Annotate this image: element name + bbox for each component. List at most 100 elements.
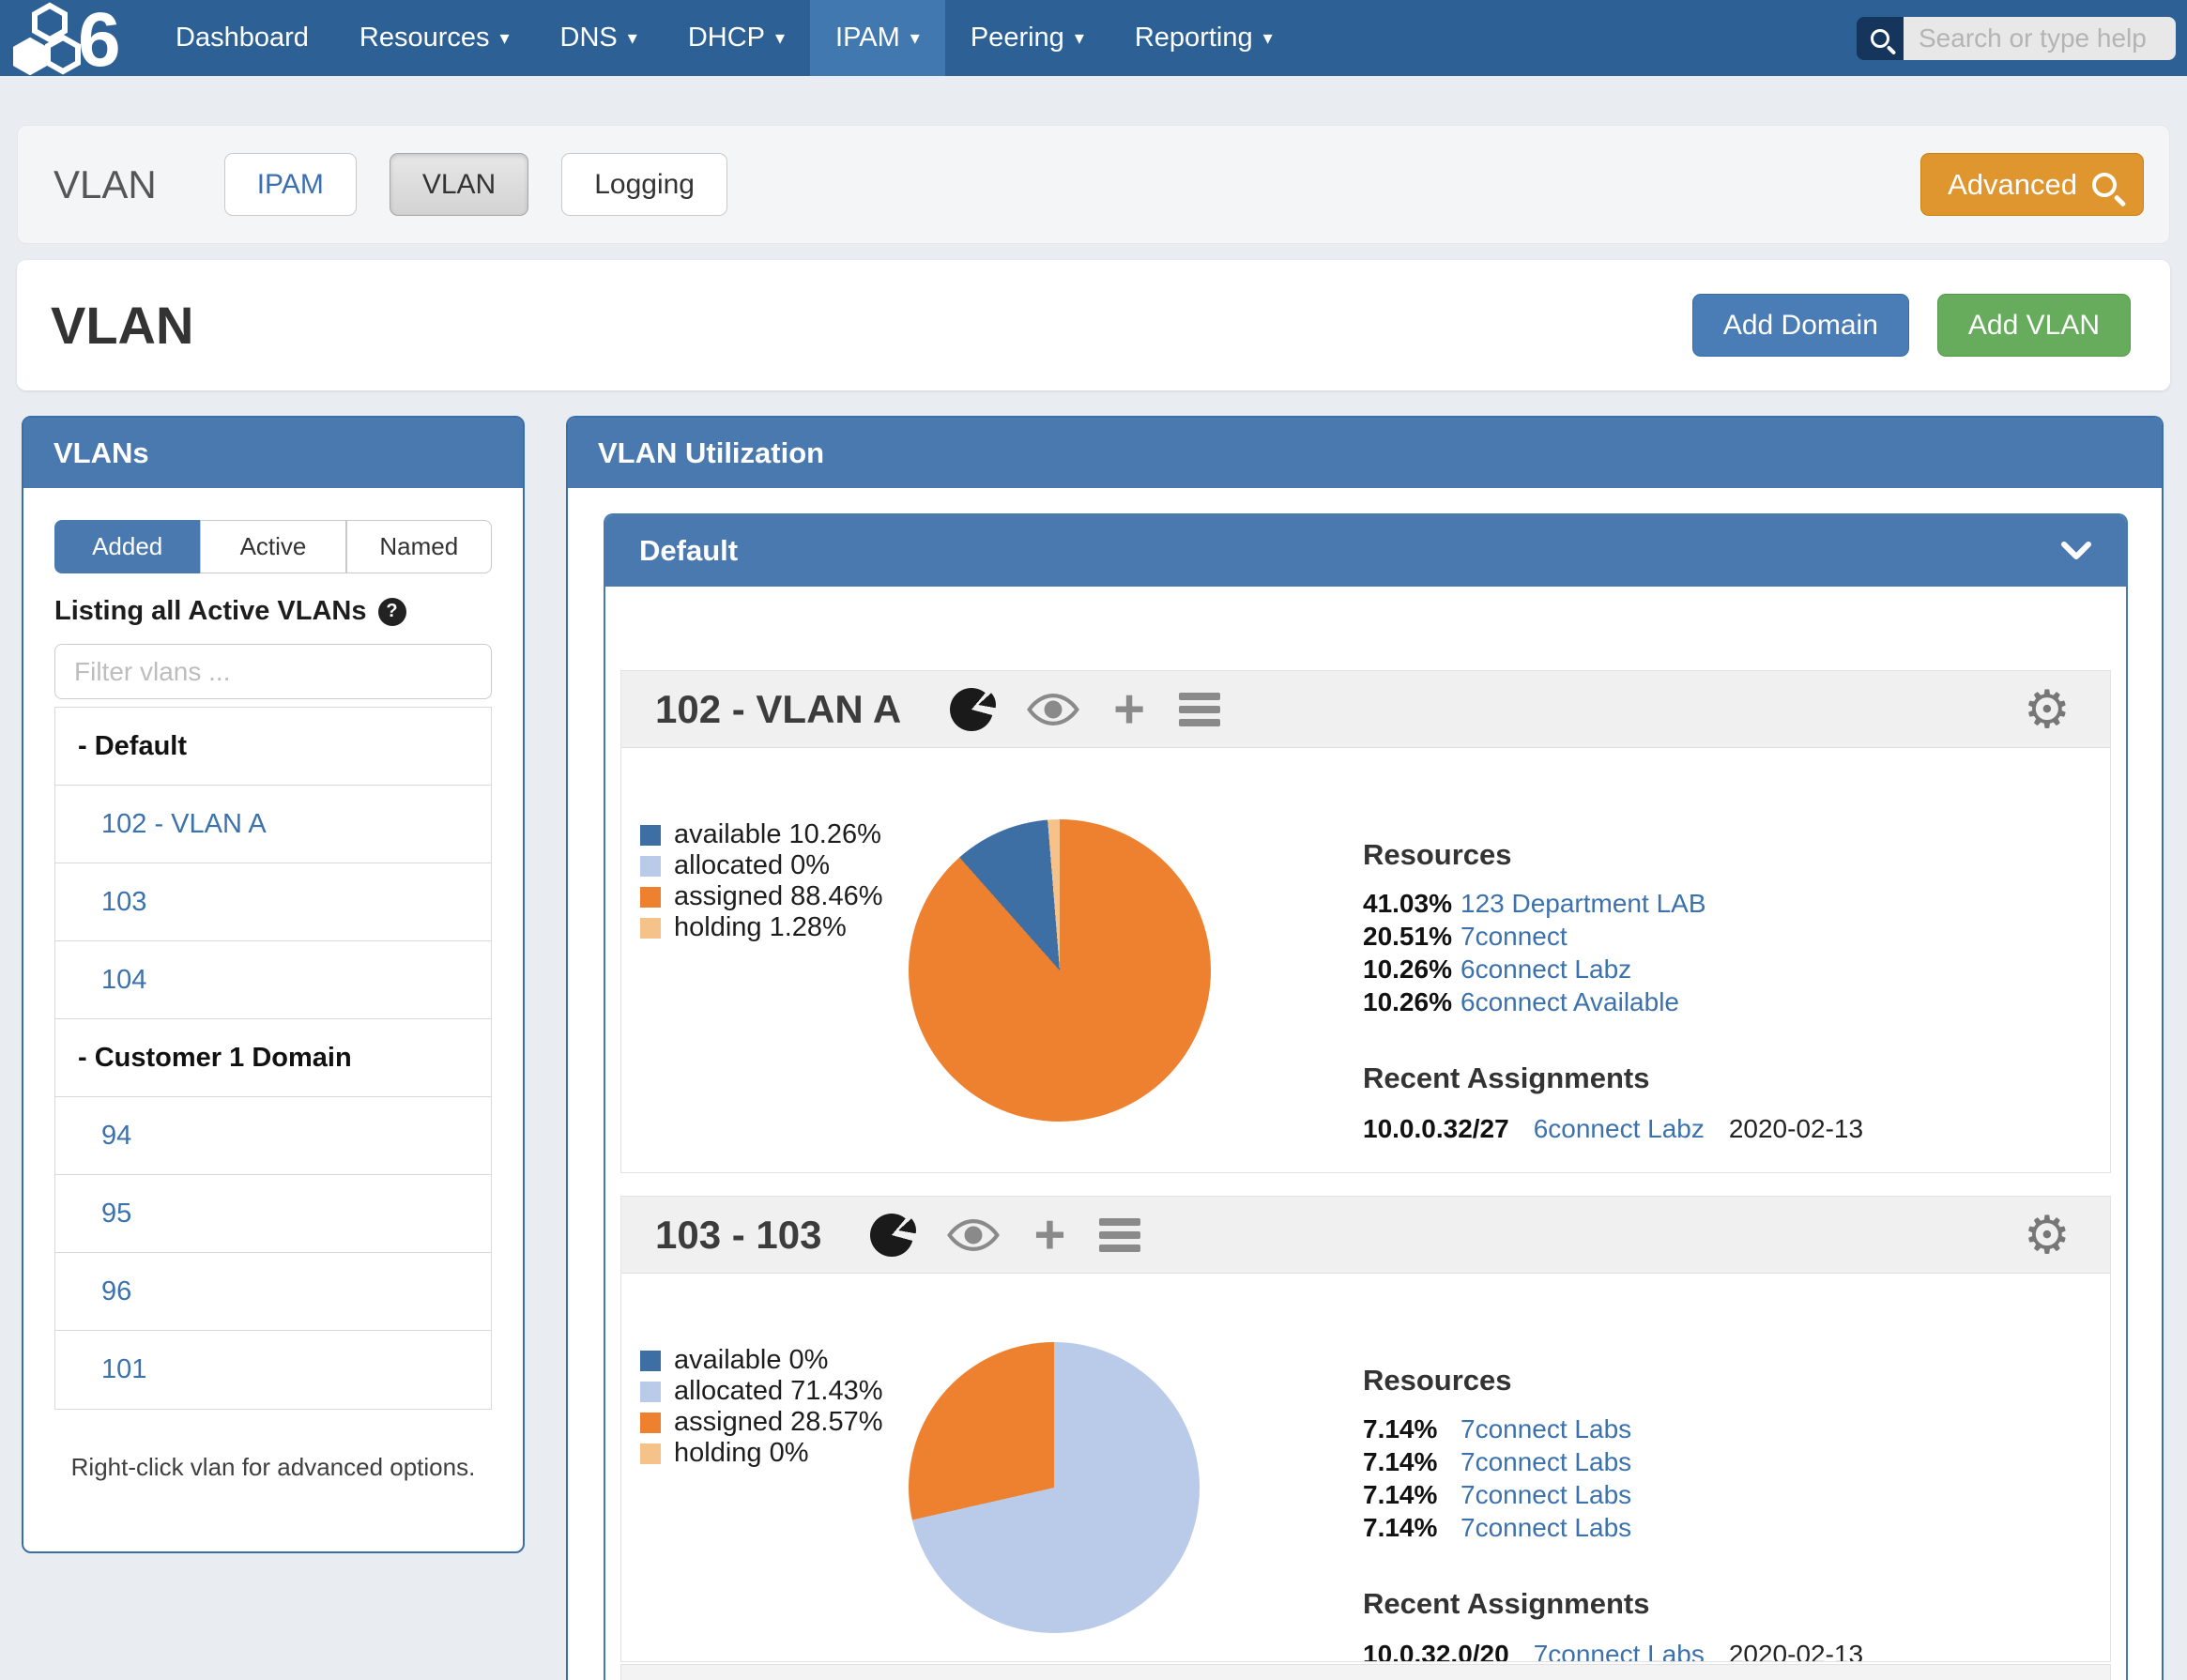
menu-icon[interactable] [1099,1217,1141,1252]
plus-icon[interactable]: + [1113,678,1146,740]
resource-row: 10.26% 6connect Available [1363,987,1679,1016]
nav-menu: Dashboard Resources ▾ DNS ▾ DHCP ▾ IPAM … [150,0,1298,76]
next-card-partial [620,1664,2111,1680]
6connect-logo[interactable]: 6 [0,0,150,76]
gear-icon[interactable]: ⚙ [2023,1204,2071,1264]
tab-ipam[interactable]: IPAM [223,153,357,216]
help-icon[interactable]: ? [377,597,406,626]
legend-row: available 10.26% [640,819,883,850]
section-toolbar: VLAN IPAM VLAN Logging Advanced [17,125,2170,244]
global-search [1857,16,2176,60]
page-header-card: VLAN Add Domain Add VLAN [17,260,2170,390]
nav-item-resources[interactable]: Resources ▾ [359,23,510,53]
recent-assignment-row: 10.0.32.0/20 7connect Labs 2020-02-13 [1363,1640,2082,1662]
section-tabs: IPAM VLAN Logging [223,153,727,216]
resource-link[interactable]: 7connect Labs [1461,1447,1632,1476]
add-vlan-button[interactable]: Add VLAN [1936,294,2131,357]
vlan-list: - Default 102 - VLAN A 103 104 - Custome… [54,707,492,1410]
advanced-search-button[interactable]: Advanced [1920,153,2144,216]
resource-link[interactable]: 6connect Labz [1533,1114,1705,1143]
resource-link[interactable]: 7connect Labs [1533,1640,1705,1662]
utilization-pie-chart [909,1342,1200,1633]
svg-text:6: 6 [78,2,121,75]
search-input[interactable] [1904,16,2176,60]
eye-icon[interactable] [947,1218,1001,1252]
tab-logging[interactable]: Logging [561,153,727,216]
nav-item-reporting[interactable]: Reporting ▾ [1134,23,1273,53]
legend-swatch [640,886,661,908]
vlan-card-header: 103 - 103 + ⚙ [621,1197,2110,1274]
legend-row: allocated 0% [640,850,883,881]
tab-added[interactable]: Added [54,520,201,573]
pie-chart-icon[interactable] [950,687,994,731]
chevron-down-icon: ▾ [627,28,637,49]
chevron-down-icon: ▾ [775,28,786,49]
resources-heading: Resources [1363,1364,1512,1397]
resource-row: 7.14% 7connect Labs [1363,1414,1632,1443]
vlan-group-row[interactable]: - Default [55,708,491,786]
resource-link[interactable]: 7connect [1461,922,1568,951]
gear-icon[interactable]: ⚙ [2023,679,2071,739]
legend-swatch [640,824,661,846]
chevron-down-icon[interactable] [2060,541,2092,561]
search-button[interactable] [1857,16,1904,60]
nav-item-dhcp[interactable]: DHCP ▾ [687,23,786,53]
tab-vlan[interactable]: VLAN [389,153,529,216]
vlan-filter-input[interactable] [54,644,492,699]
vlan-row[interactable]: 103 [55,863,491,941]
menu-icon[interactable] [1179,692,1221,726]
utilization-panel-header: VLAN Utilization [568,418,2162,488]
vlan-row[interactable]: 102 - VLAN A [55,786,491,863]
resource-row: 7.14% 7connect Labs [1363,1480,1632,1509]
nav-item-peering[interactable]: Peering ▾ [970,23,1084,53]
hexagons-logo-icon: 6 [13,2,121,75]
vlan-row[interactable]: 96 [55,1253,491,1331]
resource-link[interactable]: 7connect Labs [1461,1480,1632,1509]
tab-named[interactable]: Named [345,520,492,573]
vlans-panel-body: Added Active Named Listing all Active VL… [23,520,523,1482]
resource-link[interactable]: 6connect Available [1461,987,1679,1016]
plus-icon[interactable]: + [1033,1203,1066,1265]
add-domain-button[interactable]: Add Domain [1691,294,1909,357]
tab-active[interactable]: Active [200,520,346,573]
resource-link[interactable]: 6connect Labz [1461,955,1632,984]
vlan-row[interactable]: 104 [55,941,491,1019]
vlan-card-body: available 10.26% allocated 0% assigned 8… [621,748,2110,1172]
listing-label: Listing all Active VLANs ? [54,596,492,627]
resources-list: 41.03% 123 Department LAB 20.51% 7connect … [1363,889,2082,1020]
vlan-utilization-panel: VLAN Utilization Default 102 - VLAN A + [566,416,2164,1680]
domain-header[interactable]: Default [605,515,2126,587]
vlan-card-body: available 0% allocated 71.43% assigned 2… [621,1274,2110,1662]
vlan-row[interactable]: 95 [55,1175,491,1253]
vlan-row[interactable]: 94 [55,1097,491,1175]
vlan-row[interactable]: 101 [55,1331,491,1409]
nav-item-ipam[interactable]: IPAM ▾ [810,0,945,76]
legend-row: assigned 28.57% [640,1407,883,1438]
nav-item-dashboard[interactable]: Dashboard [176,23,309,53]
section-title: VLAN [54,161,157,206]
resource-row: 10.26% 6connect Labz [1363,955,1632,984]
sidebar-hint: Right-click vlan for advanced options. [70,1453,476,1481]
resource-link[interactable]: 7connect Labs [1461,1513,1632,1542]
chevron-down-icon: ▾ [499,28,510,49]
nav-item-dns[interactable]: DNS ▾ [559,23,637,53]
pie-chart-icon[interactable] [870,1213,914,1257]
resource-link[interactable]: 7connect Labs [1461,1414,1632,1443]
pie-legend: available 0% allocated 71.43% assigned 2… [640,1345,883,1469]
vlan-group-row[interactable]: - Customer 1 Domain [55,1019,491,1097]
vlan-filter-tabs: Added Active Named [54,520,492,573]
chevron-down-icon: ▾ [1074,28,1084,49]
search-icon [2092,172,2117,197]
utilization-pie-chart [909,819,1211,1122]
vlans-sidebar-panel: VLANs Added Active Named Listing all Act… [22,416,525,1553]
vlan-card-title: 102 - VLAN A [655,686,902,731]
default-domain-panel: Default 102 - VLAN A + ⚙ [604,513,2128,1680]
resources-column: Resources 7.14% 7connect Labs 7.14% 7conne… [1363,1274,2082,1662]
recent-assignments-heading: Recent Assignments [1363,1061,1650,1094]
legend-row: assigned 88.46% [640,881,883,912]
top-navbar: 6 Dashboard Resources ▾ DNS ▾ DHCP ▾ IPA… [0,0,2187,76]
eye-icon[interactable] [1027,693,1080,726]
resource-link[interactable]: 123 Department LAB [1461,889,1706,918]
page-actions: Add Domain Add VLAN [1691,294,2131,357]
